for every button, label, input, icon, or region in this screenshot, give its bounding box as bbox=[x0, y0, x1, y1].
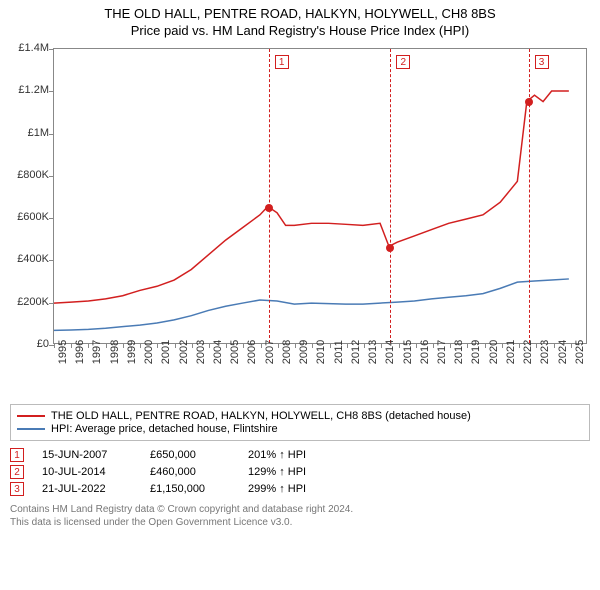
sale-pct: 201% ↑ HPI bbox=[248, 449, 358, 461]
marker-line bbox=[529, 49, 530, 343]
chart-lines bbox=[54, 49, 586, 343]
legend-label: THE OLD HALL, PENTRE ROAD, HALKYN, HOLYW… bbox=[51, 410, 471, 422]
footer-line: Contains HM Land Registry data © Crown c… bbox=[10, 503, 590, 516]
x-axis-label: 2010 bbox=[315, 340, 327, 364]
x-axis-label: 2008 bbox=[281, 340, 293, 364]
marker-line bbox=[269, 49, 270, 343]
sale-point-icon bbox=[525, 98, 533, 106]
y-axis-label: £0 bbox=[5, 338, 49, 350]
sale-pct: 129% ↑ HPI bbox=[248, 466, 358, 478]
sale-pct: 299% ↑ HPI bbox=[248, 483, 358, 495]
x-axis-label: 2012 bbox=[350, 340, 362, 364]
chart-title-line2: Price paid vs. HM Land Registry's House … bbox=[0, 23, 600, 38]
y-axis-label: £600K bbox=[5, 211, 49, 223]
marker-label: 3 bbox=[535, 55, 549, 69]
x-axis-label: 2025 bbox=[574, 340, 586, 364]
y-axis-label: £1M bbox=[5, 127, 49, 139]
x-axis-label: 2004 bbox=[212, 340, 224, 364]
y-axis-label: £1.4M bbox=[5, 42, 49, 54]
x-axis-label: 2011 bbox=[333, 340, 345, 364]
legend: THE OLD HALL, PENTRE ROAD, HALKYN, HOLYW… bbox=[10, 404, 590, 441]
sale-marker-box: 1 bbox=[10, 448, 24, 462]
x-axis-label: 2024 bbox=[557, 340, 569, 364]
marker-label: 2 bbox=[396, 55, 410, 69]
sale-marker-box: 2 bbox=[10, 465, 24, 479]
x-axis-label: 2003 bbox=[195, 340, 207, 364]
series-line bbox=[54, 279, 569, 330]
sale-date: 15-JUN-2007 bbox=[42, 449, 132, 461]
legend-item: THE OLD HALL, PENTRE ROAD, HALKYN, HOLYW… bbox=[17, 410, 583, 422]
sale-row: 3 21-JUL-2022 £1,150,000 299% ↑ HPI bbox=[10, 482, 590, 496]
sale-price: £1,150,000 bbox=[150, 483, 230, 495]
x-axis-label: 2002 bbox=[178, 340, 190, 364]
x-axis-label: 2000 bbox=[143, 340, 155, 364]
x-axis-label: 2022 bbox=[522, 340, 534, 364]
x-axis-label: 2009 bbox=[298, 340, 310, 364]
sale-point-icon bbox=[265, 204, 273, 212]
x-axis-label: 1997 bbox=[91, 340, 103, 364]
legend-label: HPI: Average price, detached house, Flin… bbox=[51, 423, 278, 435]
series-line bbox=[54, 91, 569, 303]
x-axis-label: 2007 bbox=[264, 340, 276, 364]
x-axis-label: 2005 bbox=[229, 340, 241, 364]
x-axis-label: 2020 bbox=[488, 340, 500, 364]
y-axis-label: £200K bbox=[5, 296, 49, 308]
y-axis-label: £1.2M bbox=[5, 84, 49, 96]
sale-date: 21-JUL-2022 bbox=[42, 483, 132, 495]
x-axis-label: 2023 bbox=[539, 340, 551, 364]
sale-price: £460,000 bbox=[150, 466, 230, 478]
legend-item: HPI: Average price, detached house, Flin… bbox=[17, 423, 583, 435]
x-axis-label: 1999 bbox=[126, 340, 138, 364]
chart-container: THE OLD HALL, PENTRE ROAD, HALKYN, HOLYW… bbox=[0, 0, 600, 590]
sale-row: 1 15-JUN-2007 £650,000 201% ↑ HPI bbox=[10, 448, 590, 462]
x-axis-label: 2014 bbox=[384, 340, 396, 364]
chart-title-line1: THE OLD HALL, PENTRE ROAD, HALKYN, HOLYW… bbox=[0, 6, 600, 21]
x-axis-label: 2019 bbox=[470, 340, 482, 364]
plot-region: 1 2 3 bbox=[53, 48, 587, 344]
legend-swatch bbox=[17, 415, 45, 417]
x-axis-label: 2006 bbox=[246, 340, 258, 364]
sale-date: 10-JUL-2014 bbox=[42, 466, 132, 478]
sale-point-icon bbox=[386, 244, 394, 252]
x-axis-label: 1996 bbox=[74, 340, 86, 364]
x-axis-label: 2017 bbox=[436, 340, 448, 364]
sale-price: £650,000 bbox=[150, 449, 230, 461]
footer-line: This data is licensed under the Open Gov… bbox=[10, 516, 590, 529]
x-axis-label: 1998 bbox=[109, 340, 121, 364]
x-axis-label: 2013 bbox=[367, 340, 379, 364]
x-axis-label: 2001 bbox=[160, 340, 172, 364]
marker-line bbox=[390, 49, 391, 343]
marker-label: 1 bbox=[275, 55, 289, 69]
y-axis-label: £800K bbox=[5, 169, 49, 181]
x-axis-label: 2015 bbox=[402, 340, 414, 364]
chart-area: 1 2 3 £0 £200K £400K £600K £800K £1M £1.2M £1.4M 1… bbox=[5, 42, 595, 402]
sales-list: 1 15-JUN-2007 £650,000 201% ↑ HPI 2 10-JUL-20… bbox=[0, 445, 600, 499]
x-axis-label: 2021 bbox=[505, 340, 517, 364]
legend-swatch bbox=[17, 428, 45, 430]
y-axis-label: £400K bbox=[5, 253, 49, 265]
x-axis-label: 2018 bbox=[453, 340, 465, 364]
sale-marker-box: 3 bbox=[10, 482, 24, 496]
x-axis-label: 1995 bbox=[57, 340, 69, 364]
footer: Contains HM Land Registry data © Crown c… bbox=[10, 503, 590, 529]
x-axis-label: 2016 bbox=[419, 340, 431, 364]
sale-row: 2 10-JUL-2014 £460,000 129% ↑ HPI bbox=[10, 465, 590, 479]
